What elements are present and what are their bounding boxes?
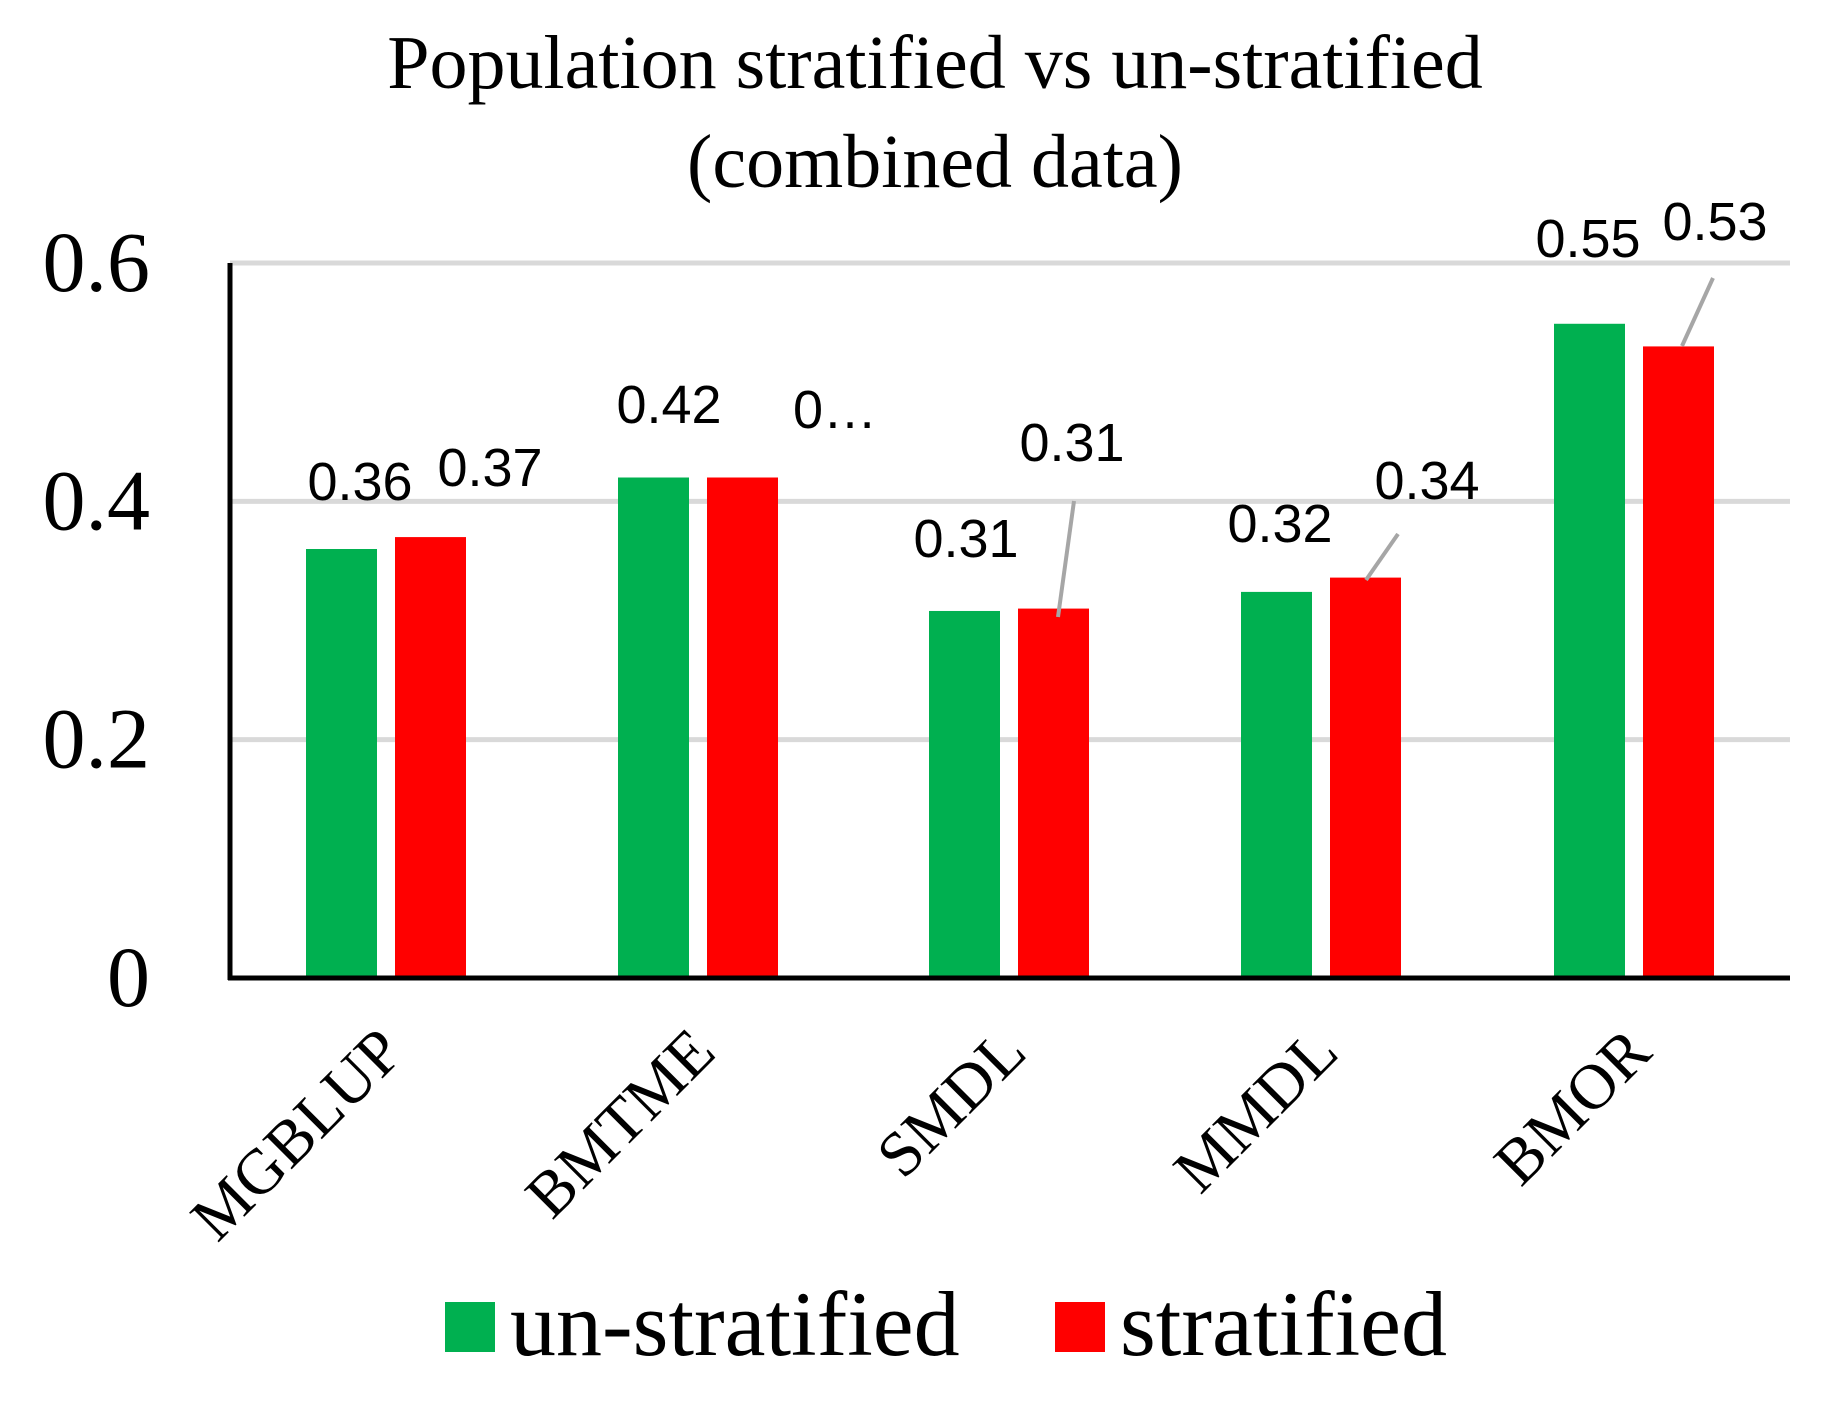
data-label-un-stratified-SMDL: 0.31 <box>913 509 1018 569</box>
chart-title: Population stratified vs un-stratified (… <box>387 21 1482 204</box>
data-label-stratified-BMOR: 0.53 <box>1662 192 1767 252</box>
legend-swatch-stratified <box>1055 1302 1105 1352</box>
bar-stratified-MGBLUP <box>395 537 466 978</box>
x-tick-label-SMDL: SMDL <box>863 1015 1039 1191</box>
legend: un-stratified stratified <box>445 1273 1447 1375</box>
x-tick-label-BMTME: BMTME <box>512 1015 728 1231</box>
x-axis-tick-labels: MGBLUP BMTME SMDL MMDL BMOR <box>177 1014 1664 1253</box>
data-label-un-stratified-BMOR: 0.55 <box>1535 209 1640 269</box>
leader-line-stratified-SMDL <box>1056 500 1076 618</box>
data-label-stratified-MMDL: 0.34 <box>1374 451 1479 511</box>
legend-item-stratified: stratified <box>1055 1273 1447 1375</box>
data-label-stratified-SMDL: 0.31 <box>1019 413 1124 473</box>
bar-un-stratified-BMOR <box>1554 323 1625 978</box>
x-tick-label-MGBLUP: MGBLUP <box>177 1015 416 1254</box>
x-tick-label-BMOR: BMOR <box>1480 1014 1664 1198</box>
x-tick-label-MMDL: MMDL <box>1160 1015 1351 1206</box>
bar-stratified-BMOR <box>1643 346 1714 979</box>
bar-stratified-SMDL <box>1018 608 1089 978</box>
data-label-leader-lines <box>1056 277 1715 618</box>
leader-line-stratified-MMDL <box>1364 532 1400 582</box>
data-label-un-stratified-MMDL: 0.32 <box>1227 494 1332 554</box>
data-label-stratified-BMTME: 0… <box>793 380 877 440</box>
bar-un-stratified-MMDL <box>1241 591 1312 978</box>
data-label-un-stratified-BMTME: 0.42 <box>616 375 721 435</box>
chart-title-line-2: (combined data) <box>687 120 1183 204</box>
bar-un-stratified-SMDL <box>929 610 1000 978</box>
y-tick-label-3: 0.6 <box>43 214 151 310</box>
leader-line-stratified-BMOR <box>1680 277 1715 347</box>
legend-label-un-stratified: un-stratified <box>510 1273 960 1375</box>
y-tick-label-2: 0.4 <box>43 452 151 548</box>
bar-stratified-MMDL <box>1330 577 1401 978</box>
chart-title-line-1: Population stratified vs un-stratified <box>387 21 1482 105</box>
data-labels: 0.36 0.42 0.31 0.32 0.55 0.37 0… 0.31 0.34 0.53 <box>307 192 1767 569</box>
legend-swatch-un-stratified <box>445 1302 495 1352</box>
legend-item-un-stratified: un-stratified <box>445 1273 960 1375</box>
bar-stratified-BMTME <box>707 477 778 978</box>
y-axis-tick-labels: 0 0.2 0.4 0.6 <box>43 214 151 1025</box>
axes <box>227 263 1790 981</box>
y-tick-label-1: 0.2 <box>43 691 151 787</box>
legend-label-stratified: stratified <box>1120 1273 1447 1375</box>
bar-un-stratified-BMTME <box>618 477 689 978</box>
gridlines <box>230 260 1790 743</box>
bars <box>306 323 1714 979</box>
data-label-un-stratified-MGBLUP: 0.36 <box>307 452 412 512</box>
y-tick-label-0: 0 <box>107 929 150 1025</box>
data-label-stratified-MGBLUP: 0.37 <box>437 438 542 498</box>
bar-un-stratified-MGBLUP <box>306 549 377 978</box>
